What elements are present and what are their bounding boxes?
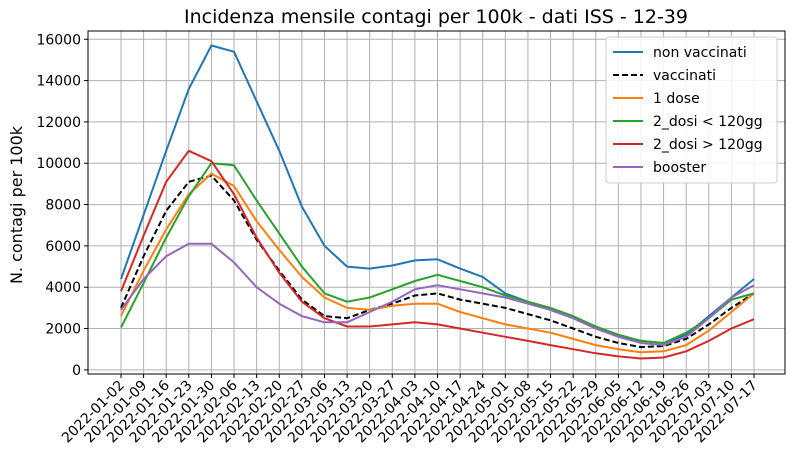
y-tick-label: 4000 bbox=[45, 280, 81, 296]
y-axis-ticks: 0 2000 4000 6000 8000 10000 12000 14000 16000 bbox=[36, 32, 88, 379]
series-line bbox=[120, 174, 755, 349]
series-line bbox=[120, 149, 755, 360]
chart-title: Incidenza mensile contagi per 100k - dat… bbox=[184, 6, 688, 28]
legend-label: booster bbox=[653, 160, 706, 176]
legend-label: 2_dosi < 120gg bbox=[653, 114, 763, 130]
legend-label: 1 dose bbox=[653, 91, 700, 107]
legend-label: vaccinati bbox=[653, 68, 716, 84]
y-tick-label: 12000 bbox=[36, 115, 81, 131]
y-tick-label: 0 bbox=[72, 363, 81, 379]
x-axis-ticks: 2022-01-022022-01-092022-01-162022-01-23… bbox=[59, 374, 761, 446]
series-lines bbox=[120, 44, 755, 360]
y-axis-label: N. contagi per 100k bbox=[7, 125, 26, 284]
legend-label: non vaccinati bbox=[653, 45, 747, 61]
legend-label: 2_dosi > 120gg bbox=[653, 137, 763, 153]
legend-box bbox=[605, 36, 778, 184]
y-tick-label: 10000 bbox=[36, 156, 81, 172]
y-tick-label: 8000 bbox=[45, 198, 81, 214]
y-tick-label: 2000 bbox=[45, 322, 81, 338]
legend: non vaccinati vaccinati 1 dose 2_dosi < 120… bbox=[605, 36, 778, 184]
plot-area bbox=[87, 30, 786, 375]
y-tick-label: 6000 bbox=[45, 239, 81, 255]
y-tick-label: 14000 bbox=[36, 74, 81, 90]
y-tick-label: 16000 bbox=[36, 32, 81, 48]
series-line bbox=[120, 162, 755, 344]
series-line bbox=[120, 242, 755, 347]
